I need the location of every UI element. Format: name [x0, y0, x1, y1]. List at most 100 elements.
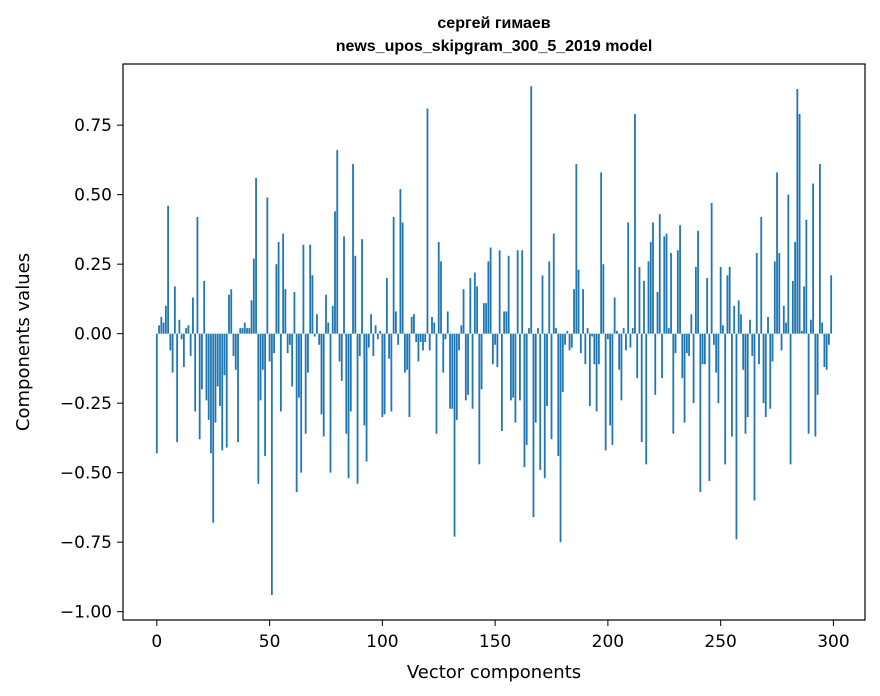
chart-title: сергей гимаев: [437, 15, 550, 32]
bar: [636, 333, 639, 379]
bar: [681, 333, 684, 379]
bar: [180, 333, 183, 340]
bar: [559, 333, 562, 543]
bar: [640, 333, 643, 443]
bar: [478, 333, 481, 465]
bar: [455, 333, 458, 420]
bar: [158, 325, 160, 334]
bar: [225, 333, 228, 448]
y-axis-label: Components values: [13, 253, 34, 431]
bar: [205, 333, 208, 401]
bar: [800, 330, 803, 334]
bar: [710, 203, 713, 334]
y-tick-label: 0.00: [74, 325, 112, 345]
bar: [349, 333, 352, 412]
bar: [487, 261, 490, 334]
bar: [408, 333, 411, 418]
bar: [579, 333, 582, 354]
bar: [584, 333, 587, 365]
bar: [329, 333, 332, 473]
bar: [363, 333, 366, 426]
bar: [597, 333, 600, 365]
bar: [243, 322, 246, 334]
bar: [780, 333, 783, 351]
bar: [241, 328, 244, 334]
bar: [620, 333, 623, 401]
bar: [755, 253, 758, 334]
bar: [715, 333, 718, 373]
bar: [295, 333, 298, 493]
bar: [507, 255, 510, 334]
bar: [435, 333, 438, 434]
bar: [555, 328, 557, 334]
x-tick-label: 150: [479, 632, 511, 652]
bar: [776, 172, 778, 334]
bar: [726, 275, 729, 334]
bar: [379, 330, 381, 334]
bar: [546, 333, 548, 406]
bar: [769, 333, 772, 409]
bar: [343, 236, 345, 334]
bar: [322, 333, 325, 437]
bar: [735, 333, 738, 540]
bar: [449, 333, 451, 409]
bar: [372, 333, 375, 356]
x-tick-label: 250: [704, 632, 736, 652]
bar: [616, 330, 618, 334]
bar: [361, 239, 363, 334]
bars-group: [155, 86, 833, 595]
bar: [485, 303, 487, 334]
bar: [674, 333, 677, 354]
bar: [311, 275, 314, 334]
bar: [672, 333, 675, 434]
bar: [611, 333, 614, 445]
bar: [327, 322, 330, 334]
bar: [537, 328, 539, 334]
bar: [557, 333, 560, 456]
bar: [176, 333, 179, 443]
bar: [381, 333, 384, 418]
bar: [460, 325, 463, 334]
bar: [404, 333, 406, 373]
bar: [814, 333, 817, 437]
bar: [334, 211, 336, 334]
bar: [764, 333, 767, 418]
bar: [737, 300, 740, 334]
bar: [825, 333, 828, 370]
bar: [320, 333, 323, 415]
bar: [345, 333, 348, 434]
bar: [722, 325, 724, 334]
bar: [703, 333, 706, 365]
bar: [313, 333, 316, 337]
bar: [228, 294, 230, 334]
bar: [219, 333, 221, 406]
bar: [413, 314, 415, 334]
bar: [742, 333, 745, 370]
bar: [399, 189, 402, 334]
bar: [679, 225, 681, 334]
bar: [257, 333, 260, 484]
bar: [627, 222, 630, 334]
bar: [782, 305, 785, 334]
bar: [376, 333, 379, 340]
x-axis-label: Vector components: [407, 662, 581, 683]
bar: [426, 108, 429, 334]
bar: [568, 333, 571, 351]
bar: [482, 303, 485, 334]
bar: [805, 219, 808, 334]
bar: [643, 280, 645, 334]
bar: [539, 333, 542, 470]
bar: [516, 250, 519, 334]
bar: [670, 253, 672, 334]
bar: [397, 333, 400, 345]
bar: [173, 286, 176, 334]
bar: [719, 266, 722, 334]
bar: [638, 266, 641, 334]
y-tick-label: −0.25: [60, 394, 112, 414]
x-tick-label: 200: [592, 632, 624, 652]
bar: [318, 333, 321, 345]
bar: [410, 316, 413, 334]
bar: [458, 333, 460, 351]
bar: [232, 333, 235, 356]
